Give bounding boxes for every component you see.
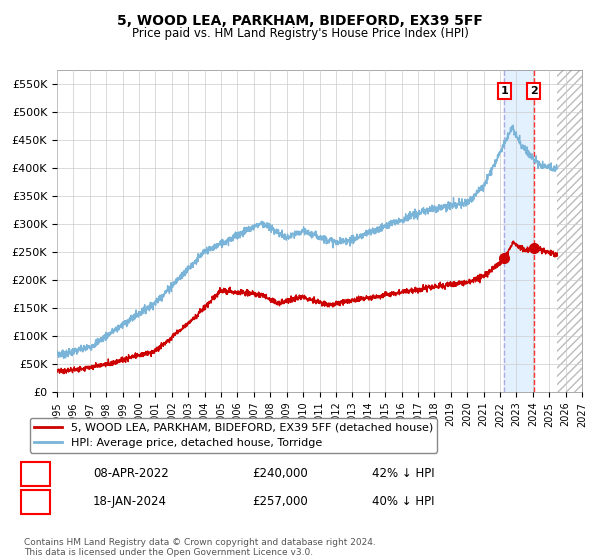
Text: 1: 1 — [31, 467, 40, 480]
Text: 2: 2 — [530, 86, 538, 96]
Text: 40% ↓ HPI: 40% ↓ HPI — [372, 495, 434, 508]
Text: 08-APR-2022: 08-APR-2022 — [93, 467, 169, 480]
Text: £257,000: £257,000 — [252, 495, 308, 508]
Text: £240,000: £240,000 — [252, 467, 308, 480]
Text: 1: 1 — [500, 86, 508, 96]
Text: Contains HM Land Registry data © Crown copyright and database right 2024.
This d: Contains HM Land Registry data © Crown c… — [24, 538, 376, 557]
Text: 42% ↓ HPI: 42% ↓ HPI — [372, 467, 434, 480]
Text: 18-JAN-2024: 18-JAN-2024 — [93, 495, 167, 508]
Legend: 5, WOOD LEA, PARKHAM, BIDEFORD, EX39 5FF (detached house), HPI: Average price, d: 5, WOOD LEA, PARKHAM, BIDEFORD, EX39 5FF… — [29, 418, 437, 452]
Text: Price paid vs. HM Land Registry's House Price Index (HPI): Price paid vs. HM Land Registry's House … — [131, 27, 469, 40]
Text: 2: 2 — [31, 495, 40, 508]
Text: 5, WOOD LEA, PARKHAM, BIDEFORD, EX39 5FF: 5, WOOD LEA, PARKHAM, BIDEFORD, EX39 5FF — [117, 14, 483, 28]
Bar — [505, 70, 533, 392]
